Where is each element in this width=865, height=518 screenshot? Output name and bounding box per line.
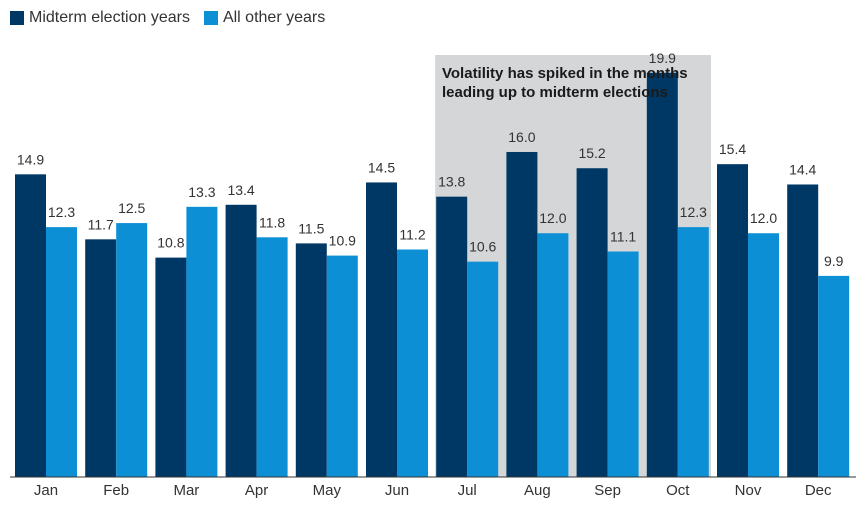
legend-item-other: All other years [203, 9, 326, 27]
x-tick-label-may: May [313, 482, 342, 499]
data-label-midterm-sep: 15.2 [578, 145, 605, 161]
bar-midterm-may [295, 243, 327, 477]
bar-other-jul [467, 261, 499, 477]
bar-midterm-feb [85, 239, 117, 477]
legend-label-midterm: Midterm election years [29, 9, 190, 26]
bar-other-jun [397, 249, 428, 477]
data-label-other-jul: 10.6 [469, 239, 496, 255]
data-label-other-dec: 9.9 [824, 253, 844, 269]
data-label-other-feb: 12.5 [118, 200, 145, 216]
x-tick-label-jan: Jan [34, 482, 58, 499]
bar-other-feb [116, 223, 148, 477]
bar-midterm-aug [506, 151, 538, 477]
labels-layer: 14.9 12.3 11.712.5 10.8 13.3 13.4 11.8 11.5 10.9… [17, 50, 844, 269]
data-label-other-may: 10.9 [329, 233, 356, 249]
bar-midterm-sep [576, 168, 608, 477]
bar-other-jan [46, 227, 77, 477]
x-tick-label-jul: Jul [458, 482, 477, 499]
data-label-midterm-aug: 16.0 [508, 129, 535, 145]
bar-midterm-dec [787, 184, 819, 477]
bar-other-dec [818, 275, 850, 477]
x-tick-label-mar: Mar [173, 482, 199, 499]
bar-other-sep [607, 251, 639, 477]
bar-other-apr [256, 237, 288, 477]
bar-other-aug [537, 233, 569, 477]
bar-other-mar [186, 206, 218, 477]
data-label-midterm-oct: 19.9 [649, 50, 676, 66]
bars-layer [15, 72, 850, 478]
data-label-midterm-dec: 14.4 [789, 161, 816, 177]
data-label-midterm-jun: 14.5 [368, 159, 395, 175]
data-label-midterm-apr: 13.4 [227, 182, 254, 198]
data-label-midterm-nov: 15.4 [719, 141, 746, 157]
x-tick-label-oct: Oct [666, 482, 690, 499]
legend-label-other: All other years [222, 9, 326, 26]
highlight-annotation: Volatility has spiked in the months lead… [442, 65, 688, 101]
data-label-other-nov: 12.0 [750, 210, 777, 226]
bar-other-nov [748, 233, 779, 477]
data-label-other-jan: 12.3 [48, 204, 75, 220]
x-tick-label-feb: Feb [103, 482, 129, 499]
data-label-midterm-mar: 10.8 [157, 235, 184, 251]
legend: Midterm election years All other years [10, 9, 339, 27]
data-label-midterm-jan: 14.9 [17, 151, 44, 167]
bar-midterm-oct [646, 72, 678, 478]
bar-midterm-jun [366, 182, 397, 477]
bar-midterm-jan [15, 174, 46, 477]
x-axis: Jan Feb Mar Apr May Jun Jul Aug Sep Oct Nov Dec [10, 476, 856, 499]
x-tick-label-aug: Aug [524, 482, 551, 499]
bar-midterm-nov [717, 164, 748, 477]
legend-item-midterm: Midterm election years [10, 9, 190, 27]
bar-midterm-apr [225, 204, 257, 478]
x-tick-label-nov: Nov [735, 482, 762, 499]
data-label-other-sep: 11.1 [610, 229, 636, 245]
data-label-other-jun: 11.2 [399, 226, 425, 242]
data-label-other-oct: 12.3 [680, 204, 707, 220]
x-tick-label-jun: Jun [385, 482, 409, 499]
data-label-other-aug: 12.0 [539, 210, 566, 226]
bar-other-may [326, 255, 358, 477]
legend-swatch-midterm [10, 11, 24, 25]
data-label-other-mar: 13.3 [188, 184, 215, 200]
bar-midterm-mar [155, 257, 187, 477]
x-tick-label-sep: Sep [594, 482, 621, 499]
data-label-other-apr: 11.8 [259, 214, 285, 230]
x-tick-label-dec: Dec [805, 482, 832, 499]
bar-midterm-jul [436, 196, 468, 478]
legend-swatch-other [203, 11, 218, 25]
x-tick-label-apr: Apr [245, 482, 268, 499]
bar-other-oct [677, 227, 709, 477]
data-label-midterm-feb: 11.7 [88, 216, 114, 232]
data-label-midterm-jul: 13.8 [438, 174, 465, 190]
data-label-midterm-may: 11.5 [298, 220, 324, 236]
